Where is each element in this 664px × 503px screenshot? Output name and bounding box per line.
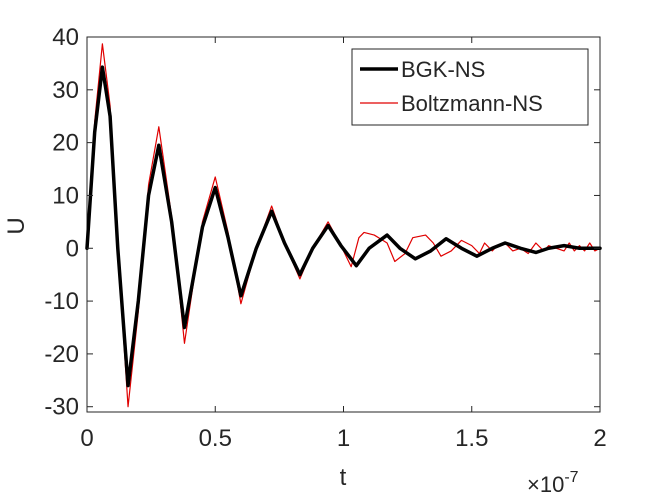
legend-label-boltzmann-ns: Boltzmann-NS — [401, 91, 543, 116]
y-tick-label: -30 — [44, 394, 79, 421]
y-tick-label: 10 — [52, 182, 79, 209]
y-tick-label: 40 — [52, 24, 79, 51]
y-tick-label: 0 — [66, 235, 79, 262]
legend-box — [351, 48, 589, 126]
legend-label-bgk-ns: BGK-NS — [401, 57, 485, 82]
series-line-bgk-ns — [85, 65, 602, 388]
x-tick-label: 0 — [80, 425, 93, 452]
x-axis-label: t — [340, 464, 347, 491]
axis-layer: 0 0.5 1 1.5 2 -30 -20 -10 0 10 20 30 40 — [44, 24, 606, 452]
x-multiplier-label: ×10-7 — [527, 469, 579, 497]
x-tick-label: 2 — [593, 425, 606, 452]
legend: BGK-NS Boltzmann-NS — [351, 48, 589, 126]
x-tick-label: 1 — [337, 425, 350, 452]
series-layer — [85, 43, 602, 408]
x-tick-label: 1.5 — [455, 425, 488, 452]
x-multiplier-exponent: -7 — [564, 469, 578, 486]
x-tick-label: 0.5 — [199, 425, 232, 452]
x-multiplier-base: ×10 — [527, 472, 564, 497]
y-tick-label: 30 — [52, 77, 79, 104]
y-tick-label: -10 — [44, 288, 79, 315]
y-axis-label: U — [3, 217, 30, 234]
y-tick-label: 20 — [52, 130, 79, 157]
y-tick-label: -20 — [44, 341, 79, 368]
